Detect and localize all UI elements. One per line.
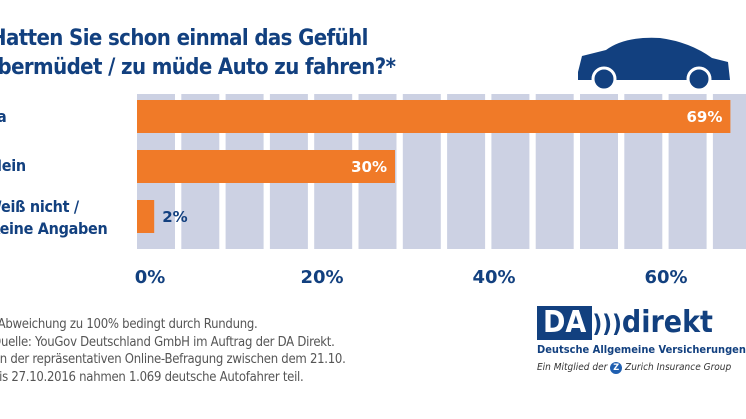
bar-chart: 69% 30% 2% 0% 20% 40% 60% — [135, 37, 746, 288]
chart-title: Hatten Sie schon einmal das Gefühl überm… — [0, 24, 396, 82]
logo-box: DA — [537, 306, 593, 340]
category-label-ja: Ja — [0, 107, 7, 126]
footnote: bis 27.10.2016 nahmen 1.069 deutsche Aut… — [0, 369, 304, 385]
bar — [137, 150, 395, 183]
x-tick-label: 60% — [644, 267, 687, 288]
x-tick-label: 40% — [472, 267, 515, 288]
data-label: 30% — [351, 158, 387, 176]
data-label: 2% — [162, 208, 187, 226]
x-tick-label: 0% — [135, 267, 166, 288]
x-tick-label: 20% — [300, 267, 343, 288]
footnote: Quelle: YouGov Deutschland GmbH im Auftr… — [0, 334, 335, 350]
zurich-icon: Z — [610, 362, 623, 374]
category-label-nein: Nein — [0, 156, 26, 175]
footnote: *Abweichung zu 100% bedingt durch Rundun… — [0, 317, 258, 332]
bar — [137, 200, 155, 233]
group-name: Zurich Insurance Group — [625, 362, 732, 373]
da-direkt-logo: DA)))direkt Deutsche Allgemeine Versiche… — [537, 305, 746, 374]
footnote: An der repräsentativen Online-Befragung … — [0, 352, 346, 367]
category-line: Weiß nicht / — [0, 197, 79, 216]
title-line-1: Hatten Sie schon einmal das Gefühl — [0, 26, 368, 51]
category-line: Keine Angaben — [0, 219, 108, 238]
group-prefix: Ein Mitglied der — [537, 362, 608, 373]
logo-waves: ))) — [592, 310, 622, 338]
logo-name: direkt — [621, 305, 713, 340]
bar — [137, 100, 731, 133]
logo-subtitle: Deutsche Allgemeine Versicherungen — [537, 343, 746, 356]
data-label: 69% — [686, 108, 722, 126]
footnotes: *Abweichung zu 100% bedingt durch Rundun… — [0, 316, 346, 386]
logo-group: Ein Mitglied der Z Zurich Insurance Grou… — [537, 362, 746, 374]
category-label-weiss-nicht: Weiß nicht / Keine Angaben — [0, 196, 108, 240]
car-icon — [578, 37, 730, 92]
title-line-2: übermüdet / zu müde Auto zu fahren?* — [0, 55, 396, 80]
